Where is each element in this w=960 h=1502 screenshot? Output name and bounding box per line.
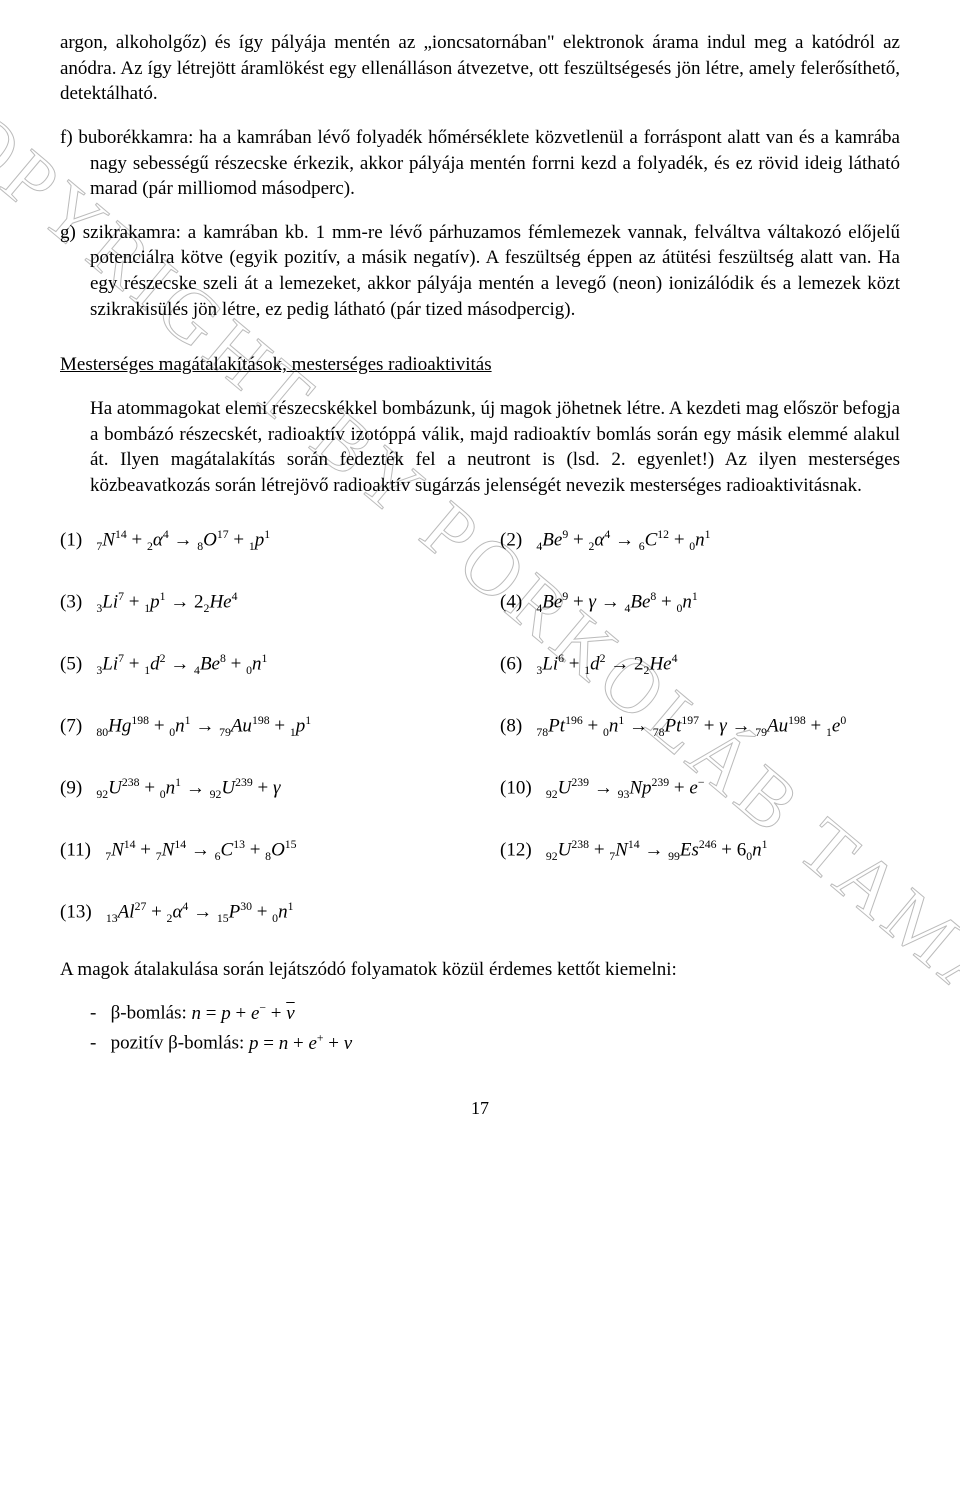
bullet-beta: - β-bomlás: n = p + e− + ν — [90, 1000, 900, 1026]
closing-paragraph: A magok átalakulása során lejátszódó fol… — [60, 957, 900, 983]
list-item-f: f) buborékkamra: ha a kamrában lévő foly… — [60, 125, 900, 202]
bullet1-label: β-bomlás: — [111, 1003, 192, 1024]
equation-6: (6) 3Li6 + 1d2 → 22He4 — [500, 651, 900, 679]
equation-12: (12) 92U238 + 7N14 → 99Es246 + 60n1 — [500, 837, 900, 865]
equation-5: (5) 3Li7 + 1d2 → 4Be8 + 0n1 — [60, 651, 460, 679]
list-item-g: g) szikrakamra: a kamrában kb. 1 mm-re l… — [60, 220, 900, 323]
equation-7: (7) 80Hg198 + 0n1 → 79Au198 + 1p1 — [60, 713, 460, 741]
equation-2: (2) 4Be9 + 2α4 → 6C12 + 0n1 — [500, 527, 900, 555]
section-paragraph: Ha atommagokat elemi részecskékkel bombá… — [90, 396, 900, 499]
equation-grid: (1) 7N14 + 2α4 → 8O17 + 1p1 (2) 4Be9 + 2α… — [60, 527, 900, 927]
bullet-pozitiv-beta: - pozitív β-bomlás: p = n + e+ + ν — [90, 1030, 900, 1056]
equation-13: (13) 13Al27 + 2α4 → 15P30 + 0n1 — [60, 899, 900, 927]
bullet2-equation: p = n + e+ + ν — [249, 1033, 352, 1054]
equation-4: (4) 4Be9 + γ → 4Be8 + 0n1 — [500, 589, 900, 617]
equation-1: (1) 7N14 + 2α4 → 8O17 + 1p1 — [60, 527, 460, 555]
bullet-list: - β-bomlás: n = p + e− + ν - pozitív β-b… — [90, 1000, 900, 1056]
section-heading: Mesterséges magátalakítások, mesterséges… — [60, 352, 900, 378]
intro-paragraph: argon, alkoholgőz) és így pályája mentén… — [60, 30, 900, 107]
page-number: 17 — [60, 1096, 900, 1120]
bullet2-label: pozitív β-bomlás: — [111, 1033, 249, 1054]
equation-9: (9) 92U238 + 0n1 → 92U239 + γ — [60, 775, 460, 803]
bullet1-equation: n = p + e− + ν — [192, 1003, 295, 1024]
equation-11: (11) 7N14 + 7N14 → 6C13 + 8O15 — [60, 837, 460, 865]
equation-3: (3) 3Li7 + 1p1 → 22He4 — [60, 589, 460, 617]
equation-8: (8) 78Pt196 + 0n1 → 78Pt197 + γ → 79Au19… — [500, 713, 900, 741]
equation-10: (10) 92U239 → 93Np239 + e− — [500, 775, 900, 803]
